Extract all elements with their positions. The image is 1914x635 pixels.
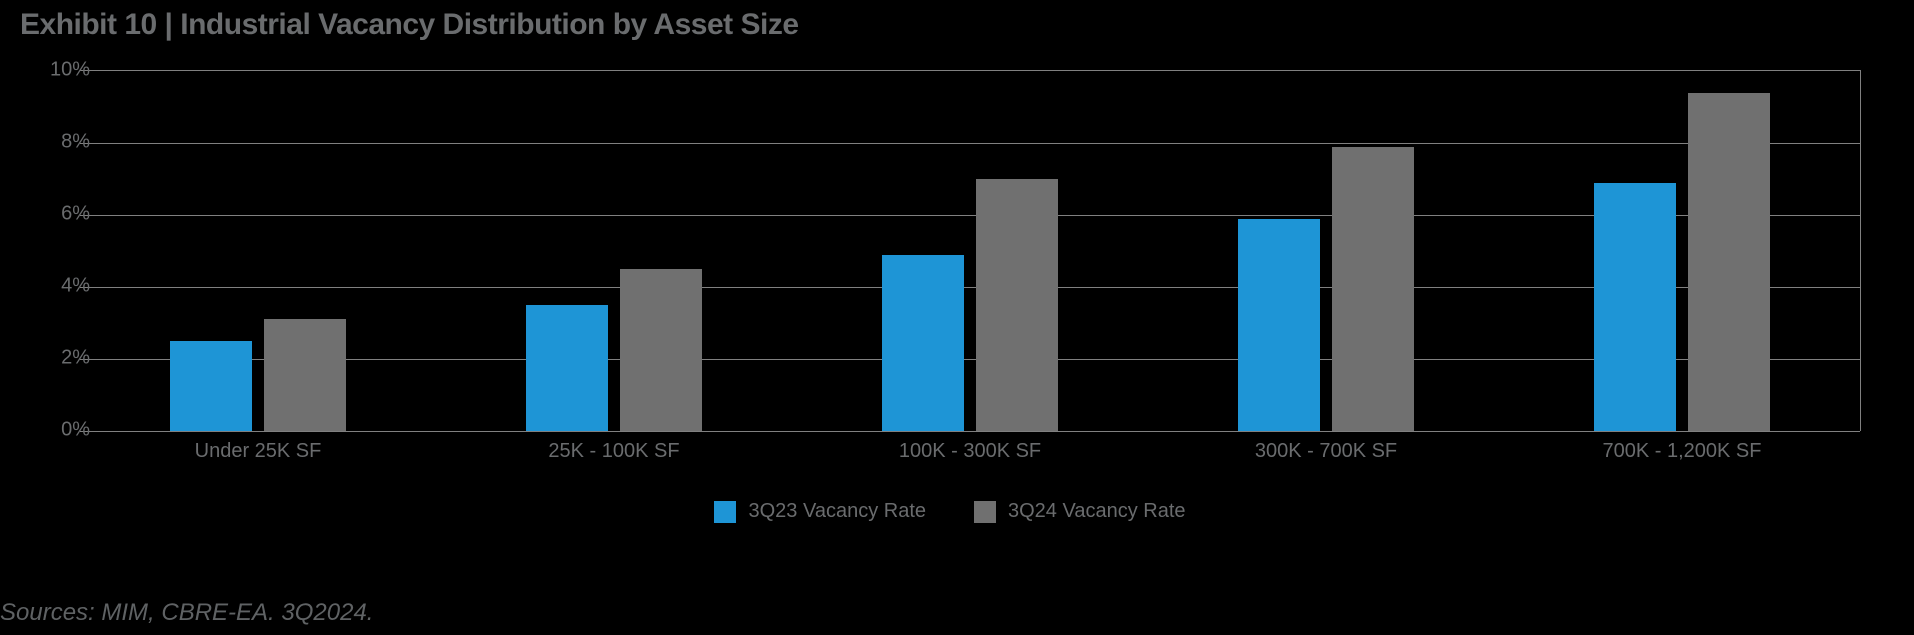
gridline [80, 287, 1860, 288]
y-tick-label: 10% [40, 59, 90, 82]
legend-label: 3Q24 Vacancy Rate [1008, 500, 1186, 523]
gridline [80, 431, 1860, 432]
x-tick-label: 700K - 1,200K SF [1603, 440, 1762, 463]
bar [264, 319, 346, 431]
gridline [80, 215, 1860, 216]
y-tick-label: 4% [40, 275, 90, 298]
x-tick-label: 25K - 100K SF [548, 440, 679, 463]
bar [526, 305, 608, 431]
bar [882, 255, 964, 431]
y-tick-label: 2% [40, 347, 90, 370]
bar [1332, 147, 1414, 431]
legend-swatch [714, 501, 736, 523]
bar [1594, 183, 1676, 431]
bar [1688, 93, 1770, 431]
source-line: Sources: MIM, CBRE-EA. 3Q2024. [0, 599, 373, 627]
gridline [80, 359, 1860, 360]
x-tick-label: 300K - 700K SF [1255, 440, 1397, 463]
legend-label: 3Q23 Vacancy Rate [748, 500, 926, 523]
legend-item: 3Q24 Vacancy Rate [974, 500, 1186, 523]
x-tick-label: Under 25K SF [195, 440, 322, 463]
bar [620, 269, 702, 431]
legend: 3Q23 Vacancy Rate 3Q24 Vacancy Rate [20, 500, 1880, 523]
gridline [80, 143, 1860, 144]
legend-swatch [974, 501, 996, 523]
y-tick-label: 8% [40, 131, 90, 154]
exhibit-container: Exhibit 10 | Industrial Vacancy Distribu… [0, 0, 1914, 635]
y-tick-label: 0% [40, 419, 90, 442]
legend-item: 3Q23 Vacancy Rate [714, 500, 926, 523]
bar [1238, 219, 1320, 431]
chart-title: Exhibit 10 | Industrial Vacancy Distribu… [20, 8, 799, 42]
chart-area: 0%2%4%6%8%10% Under 25K SF25K - 100K SF1… [20, 70, 1880, 540]
y-tick-label: 6% [40, 203, 90, 226]
plot-region [80, 70, 1861, 431]
bar [976, 179, 1058, 431]
bar [170, 341, 252, 431]
x-tick-label: 100K - 300K SF [899, 440, 1041, 463]
